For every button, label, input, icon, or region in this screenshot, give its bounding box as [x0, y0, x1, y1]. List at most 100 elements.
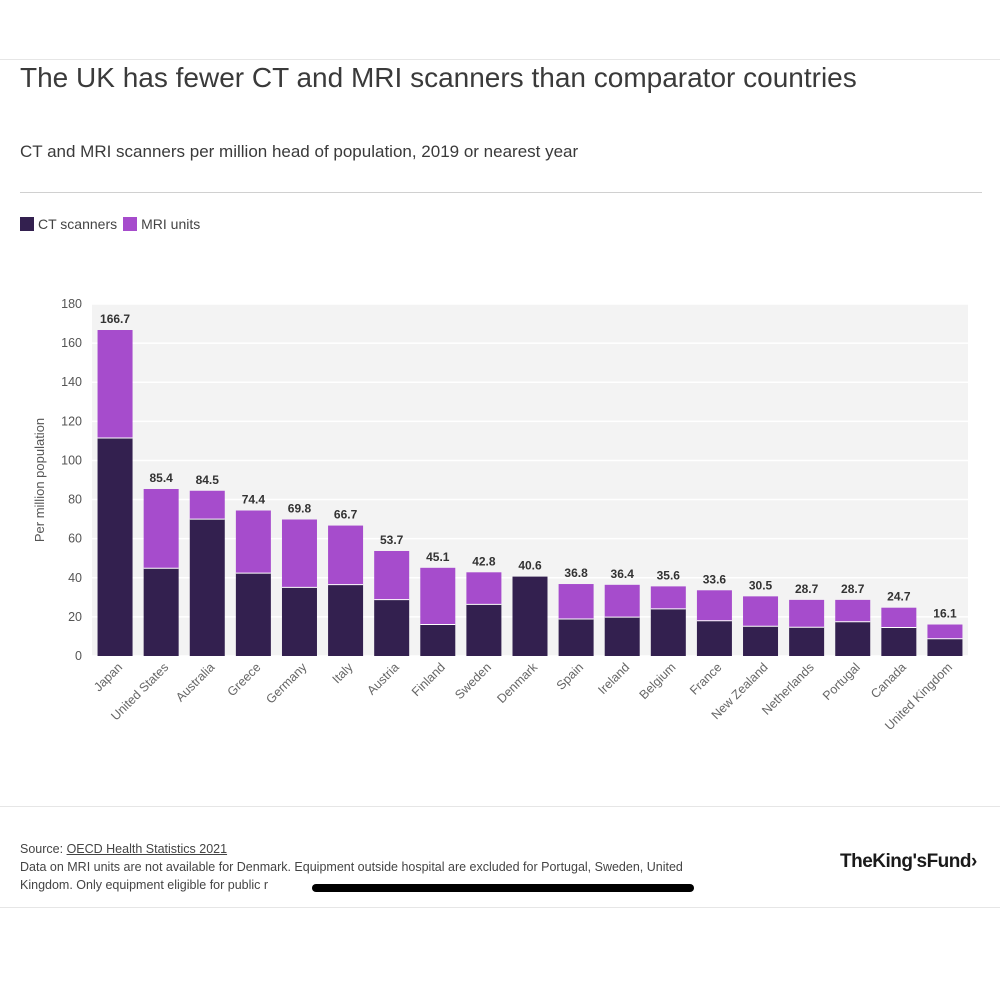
bar-mri-new-zealand — [743, 596, 779, 627]
data-label-total: 40.6 — [518, 559, 542, 573]
bar-ct-japan — [97, 437, 133, 656]
bar-ct-netherlands — [789, 627, 825, 656]
y-tick-label: 160 — [61, 336, 82, 350]
legend-item-ct[interactable]: CT scanners — [20, 216, 117, 232]
legend-swatch-mri — [123, 217, 138, 231]
bar-mri-italy — [328, 525, 364, 585]
footer-divider-bottom — [0, 907, 1000, 908]
y-tick-label: 180 — [61, 297, 82, 311]
data-label-total: 166.7 — [100, 312, 130, 326]
kings-fund-logo[interactable]: TheKing'sFund› — [840, 851, 977, 872]
note-line-1: Data on MRI units are not available for … — [20, 860, 683, 874]
x-tick-label: Italy — [330, 660, 357, 687]
subtitle-divider — [20, 192, 982, 193]
x-tick-label: Portugal — [820, 660, 863, 703]
bar-ct-denmark — [512, 576, 548, 656]
data-label-total: 30.5 — [749, 578, 773, 592]
data-label-total: 36.8 — [564, 566, 588, 580]
data-label-total: 84.5 — [196, 473, 220, 487]
x-tick-label: Ireland — [595, 660, 632, 697]
bar-mri-germany — [281, 519, 317, 588]
y-tick-label: 0 — [75, 649, 82, 663]
data-label-total: 28.7 — [841, 582, 865, 596]
legend-item-mri[interactable]: MRI units — [123, 216, 200, 232]
bars: 166.7 85.4 84.5 74.4 69.8 66.7 53.7 45.1 42.8 40.… — [97, 312, 963, 656]
y-tick-label: 120 — [61, 414, 82, 428]
data-label-total: 74.4 — [242, 493, 266, 507]
x-tick-label: Germany — [263, 660, 310, 707]
legend-label-mri: MRI units — [141, 216, 201, 232]
bar-mri-finland — [420, 567, 456, 625]
data-label-total: 36.4 — [611, 567, 635, 581]
footer-notes: Source: OECD Health Statistics 2021 Data… — [20, 840, 820, 894]
bar-mri-france — [696, 590, 732, 621]
top-divider — [0, 59, 1000, 60]
bar-ct-canada — [881, 627, 917, 656]
data-label-total: 53.7 — [380, 533, 404, 547]
bar-ct-australia — [189, 519, 225, 656]
y-tick-label: 100 — [61, 453, 82, 467]
y-axis-label: Per million population — [32, 418, 47, 542]
chart-title: The UK has fewer CT and MRI scanners tha… — [20, 62, 857, 93]
x-tick-label: Austria — [364, 660, 401, 697]
bar-ct-france — [696, 620, 732, 656]
bar-ct-finland — [420, 624, 456, 656]
legend-label-ct: CT scanners — [38, 216, 118, 232]
bar-mri-canada — [881, 607, 917, 628]
bar-ct-germany — [281, 587, 317, 656]
data-label-total: 66.7 — [334, 508, 358, 522]
data-label-total: 42.8 — [472, 554, 496, 568]
x-tick-label: Greece — [225, 660, 264, 699]
data-label-total: 28.7 — [795, 582, 819, 596]
bar-ct-greece — [235, 573, 271, 656]
y-tick-label: 40 — [68, 571, 82, 585]
bar-ct-sweden — [466, 604, 502, 656]
redaction-bar — [312, 884, 694, 892]
chart-subtitle: CT and MRI scanners per million head of … — [20, 142, 579, 161]
bar-ct-spain — [558, 619, 594, 656]
bar-mri-united-states — [143, 488, 179, 569]
y-tick-label: 140 — [61, 375, 82, 389]
x-tick-label: Spain — [554, 660, 587, 693]
bar-ct-belgium — [650, 608, 686, 656]
bar-ct-united-kingdom — [927, 638, 963, 656]
bar-mri-greece — [235, 510, 271, 574]
bar-ct-austria — [374, 599, 410, 656]
bar-mri-united-kingdom — [927, 624, 963, 639]
source-prefix: Source: — [20, 842, 67, 856]
x-tick-label: Canada — [868, 660, 909, 701]
x-tick-label: Australia — [173, 660, 217, 704]
data-label-total: 69.8 — [288, 502, 312, 516]
bar-ct-portugal — [835, 621, 871, 656]
bar-mri-australia — [189, 490, 225, 520]
x-tick-label: Denmark — [494, 660, 540, 706]
bar-mri-austria — [374, 550, 410, 600]
note-line-2: Kingdom. Only equipment eligible for pub… — [20, 878, 269, 892]
bar-ct-united-states — [143, 568, 179, 656]
bar-ct-new-zealand — [743, 626, 779, 656]
x-tick-label: France — [687, 660, 724, 697]
x-tick-label: Sweden — [452, 660, 494, 702]
x-tick-label: Belgium — [637, 660, 679, 702]
footer-divider-top — [0, 806, 1000, 807]
x-tick-label: Japan — [91, 660, 125, 694]
bar-mri-netherlands — [789, 599, 825, 628]
bar-mri-portugal — [835, 599, 871, 622]
data-label-total: 24.7 — [887, 590, 911, 604]
data-label-total: 33.6 — [703, 572, 727, 586]
legend: CT scanners MRI units — [20, 216, 206, 232]
data-label-total: 16.1 — [933, 607, 957, 621]
bar-ct-ireland — [604, 617, 640, 656]
data-label-total: 85.4 — [149, 471, 173, 485]
source-line: Source: OECD Health Statistics 2021 — [20, 840, 820, 858]
x-tick-label: Finland — [409, 660, 448, 699]
bar-mri-japan — [97, 330, 133, 438]
legend-swatch-ct — [20, 217, 34, 231]
y-tick-label: 80 — [68, 493, 82, 507]
source-link[interactable]: OECD Health Statistics 2021 — [66, 842, 228, 856]
bar-mri-ireland — [604, 584, 640, 618]
bar-mri-spain — [558, 584, 594, 620]
data-label-total: 45.1 — [426, 550, 450, 564]
stacked-bar-chart: 0 20 40 60 80 100 120 140 160 180 Per million pop… — [32, 297, 968, 733]
